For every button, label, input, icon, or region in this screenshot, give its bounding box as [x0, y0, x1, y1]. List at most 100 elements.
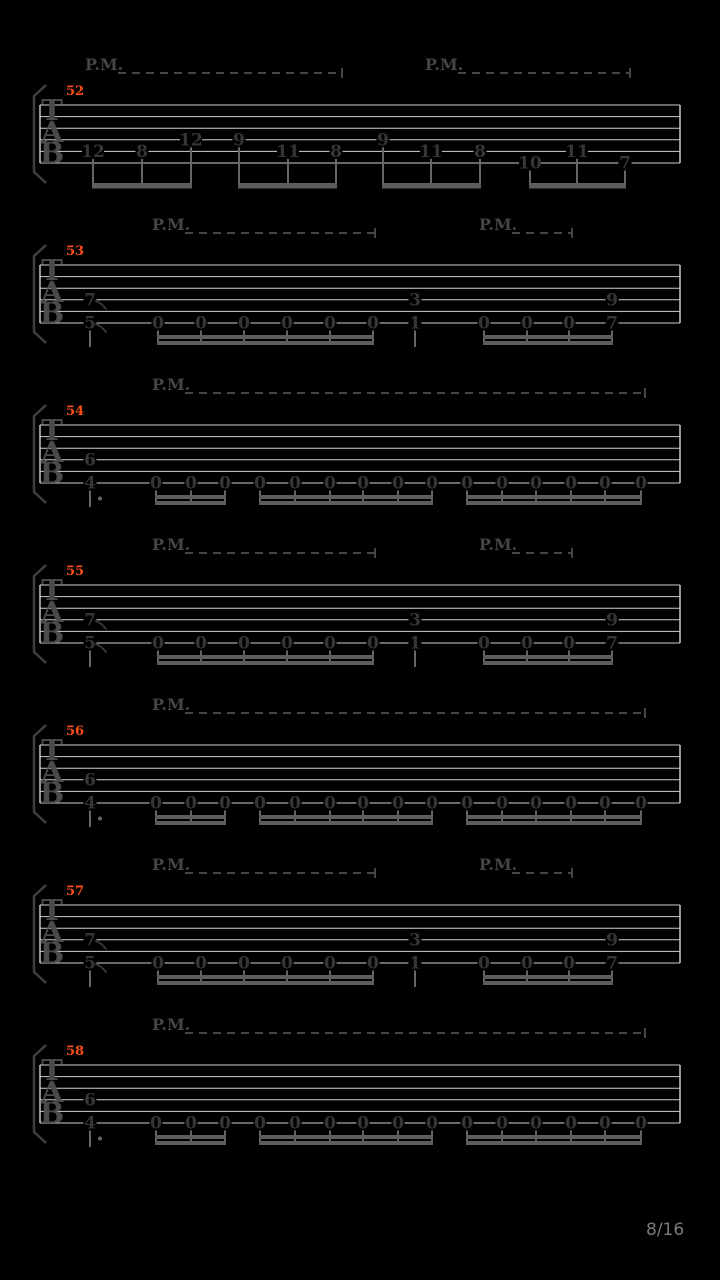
fret-halo [376, 132, 390, 148]
palm-mute-label: P.M. [152, 375, 190, 394]
fret-halo [288, 475, 302, 491]
fret-halo [194, 315, 208, 331]
fret-number: 11 [565, 142, 589, 162]
fret-halo [598, 475, 612, 491]
fret-halo [366, 315, 380, 331]
system-bracket [32, 564, 47, 664]
note-beam [157, 341, 374, 345]
fret-number: 0 [521, 314, 533, 334]
fret-halo [232, 132, 246, 148]
tab-clef-letter: T [41, 413, 63, 447]
fret-number: 0 [367, 954, 379, 974]
fret-halo [520, 635, 534, 651]
fret-halo [323, 315, 337, 331]
fret-number: 9 [606, 290, 618, 310]
fret-number: 0 [324, 794, 336, 814]
fret-number: 0 [324, 314, 336, 334]
tab-system-58: TAB 58 P.M. 6 4 0 0 0 0 0 0 0 0 0 0 0 0 0 0 0 [32, 1015, 681, 1147]
fret-halo [605, 932, 619, 948]
note-beam [259, 1141, 433, 1145]
fret-halo [288, 1115, 302, 1131]
fret-number: 0 [461, 794, 473, 814]
fret-halo [408, 635, 422, 651]
fret-halo [253, 795, 267, 811]
fret-number: 0 [219, 1114, 231, 1134]
fall-mark [95, 963, 107, 973]
note-beam [155, 501, 226, 505]
fret-number: 0 [635, 1114, 647, 1134]
fret-halo [460, 795, 474, 811]
fret-number: 0 [195, 314, 207, 334]
fret-halo [180, 132, 202, 148]
fret-number: 0 [496, 474, 508, 494]
system-bracket [32, 244, 47, 344]
fret-number: 0 [195, 634, 207, 654]
fret-halo [83, 772, 97, 788]
fret-halo [634, 475, 648, 491]
fret-number: 4 [84, 474, 96, 494]
fret-number: 0 [324, 474, 336, 494]
fret-number: 0 [357, 1114, 369, 1134]
fret-number: 1 [409, 314, 421, 334]
measure-number: 52 [66, 84, 84, 99]
fret-number: 0 [150, 1114, 162, 1134]
fret-halo [477, 955, 491, 971]
fret-halo [566, 143, 588, 159]
fret-number: 0 [392, 474, 404, 494]
fret-number: 0 [152, 634, 164, 654]
fret-halo [356, 1115, 370, 1131]
fret-halo [529, 1115, 543, 1131]
fret-halo [425, 475, 439, 491]
fret-number: 0 [152, 314, 164, 334]
fret-halo [562, 315, 576, 331]
tab-clef-letter: T [41, 573, 63, 607]
fret-halo [218, 795, 232, 811]
fret-halo [151, 635, 165, 651]
page-indicator: 8/16 [646, 1220, 685, 1240]
tab-clef-letter: B [40, 776, 65, 810]
fret-halo [82, 143, 104, 159]
fret-halo [277, 143, 299, 159]
fret-number: 0 [426, 1114, 438, 1134]
fret-halo [408, 955, 422, 971]
tab-system-53: TAB 53 P.M. P.M. 7 5 0 0 0 0 0 0 3 1 0 0 0 9 7 [32, 215, 681, 347]
fret-halo [184, 1115, 198, 1131]
fret-number: 0 [565, 1114, 577, 1134]
fret-number: 4 [84, 1114, 96, 1134]
fret-number: 3 [409, 610, 421, 630]
fret-number: 0 [238, 954, 250, 974]
palm-mute-label: P.M. [152, 535, 190, 554]
fret-halo [391, 795, 405, 811]
fret-halo [460, 1115, 474, 1131]
note-beam [483, 335, 613, 339]
fret-number: 0 [478, 314, 490, 334]
fret-number: 0 [461, 474, 473, 494]
fret-halo [473, 143, 487, 159]
fret-number: 0 [281, 634, 293, 654]
fall-mark [95, 643, 107, 653]
fret-halo [495, 795, 509, 811]
fret-number: 0 [563, 634, 575, 654]
fret-number: 0 [367, 634, 379, 654]
fret-number: 0 [289, 474, 301, 494]
tab-clef-letter: B [40, 456, 65, 490]
fall-mark [95, 299, 107, 310]
tab-clef-letter: B [40, 616, 65, 650]
fret-number: 0 [426, 474, 438, 494]
note-beam [259, 1135, 433, 1139]
fret-halo [477, 635, 491, 651]
measure-number: 57 [66, 884, 84, 899]
fret-number: 7 [84, 610, 96, 630]
note-beam [155, 1141, 226, 1145]
palm-mute-label: P.M. [479, 215, 517, 234]
fret-number: 8 [136, 142, 148, 162]
fret-halo [366, 955, 380, 971]
fret-number: 0 [185, 474, 197, 494]
note-beam [155, 821, 226, 825]
fret-halo [408, 612, 422, 628]
fret-number: 8 [330, 142, 342, 162]
fret-halo [237, 315, 251, 331]
tab-clef-letter: T [41, 1053, 63, 1087]
